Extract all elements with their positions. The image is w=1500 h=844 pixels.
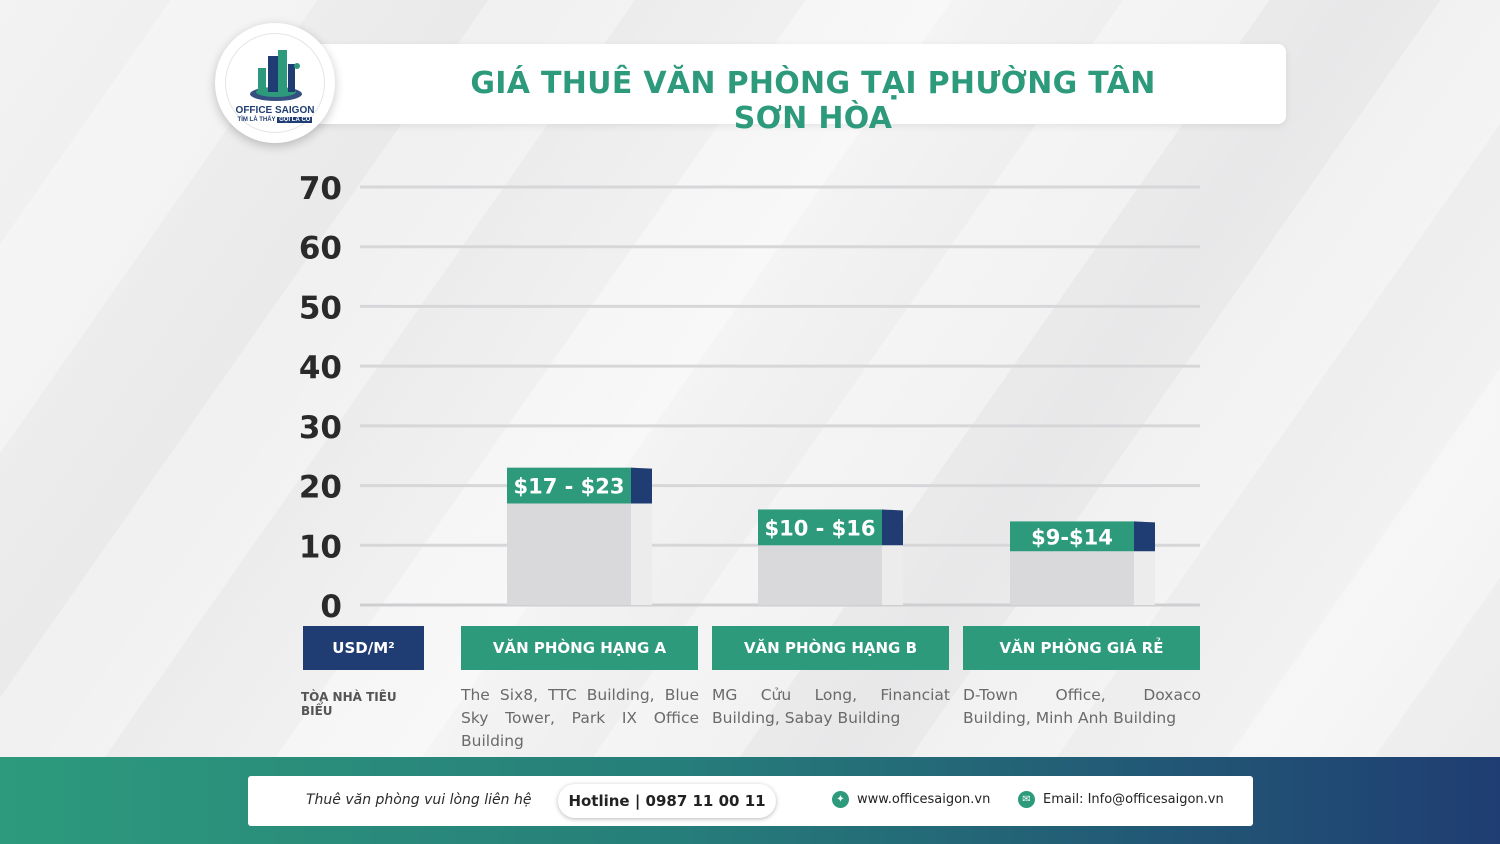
website-link[interactable]: ✦ www.officesaigon.vn (832, 791, 990, 808)
y-tick-label-40: 40 (299, 350, 342, 386)
buildings-cheap: D-Town Office, Doxaco Building, Minh Anh… (963, 686, 1201, 727)
category-label-cheap: VĂN PHÒNG GIÁ RẺ (963, 626, 1200, 670)
footer: Thuê văn phòng vui lòng liên hệ Hotline … (0, 757, 1500, 844)
email-text: Email: Info@officesaigon.vn (1043, 792, 1224, 807)
logo-slogan: TÌM LÀ THẤY GỌI LÀ CÓ (226, 117, 324, 123)
mail-icon: ✉ (1018, 791, 1035, 808)
y-tick-label-30: 30 (299, 410, 342, 446)
buildings-row-label: TÒA NHÀ TIÊU BIỂU (301, 690, 397, 718)
title-bar: GIÁ THUÊ VĂN PHÒNG TẠI PHƯỜNG TÂN SƠN HÒ… (290, 44, 1286, 136)
hotline-button[interactable]: Hotline | 0987 11 00 11 (558, 784, 776, 818)
website-text: www.officesaigon.vn (857, 792, 991, 807)
footer-card: Thuê văn phòng vui lòng liên hệ Hotline … (248, 776, 1253, 826)
category-label-a: VĂN PHÒNG HẠNG A (461, 626, 698, 670)
bar-range-0 (507, 467, 631, 504)
bar-range-2 (1010, 521, 1134, 552)
y-tick-label-50: 50 (299, 290, 342, 326)
y-tick-label-10: 10 (299, 529, 342, 565)
bar-base-2 (1010, 551, 1134, 605)
logo-name: OFFICE SAIGON (235, 105, 315, 116)
y-tick-label-60: 60 (299, 231, 342, 267)
y-tick-label-70: 70 (299, 171, 342, 207)
buildings-b: MG Cửu Long, Financiat Building, Sabay B… (712, 686, 950, 727)
bar-range-1 (758, 509, 882, 546)
buildings-a: The Six8, TTC Building, Blue Sky Tower, … (461, 686, 699, 750)
bar-base-1 (758, 545, 882, 605)
bar-base-side-2 (1134, 551, 1155, 605)
bar-base-0 (507, 503, 631, 605)
logo: OFFICE SAIGON TÌM LÀ THẤY GỌI LÀ CÓ (215, 23, 335, 143)
data-label-2: $9-$14 (1031, 525, 1113, 549)
bar-range-side-1 (882, 509, 903, 546)
bar-range-side-2 (1134, 521, 1155, 552)
globe-icon: ✦ (832, 791, 849, 808)
unit-label: USD/M² (303, 626, 424, 670)
logo-slogan-a: TÌM LÀ THẤY (237, 117, 276, 123)
y-tick-label-20: 20 (299, 470, 342, 506)
data-label-1: $10 - $16 (764, 516, 875, 540)
logo-inner: OFFICE SAIGON TÌM LÀ THẤY GỌI LÀ CÓ (225, 33, 325, 133)
bar-range-side-0 (631, 467, 652, 504)
y-tick-label-0: 0 (320, 589, 342, 625)
bar-chart: 0 10 20 30 40 50 60 70 $17 - $23 $10 - $16 $9-$14 (299, 171, 1200, 625)
data-label-0: $17 - $23 (513, 475, 624, 499)
email-link[interactable]: ✉ Email: Info@officesaigon.vn (1018, 791, 1224, 808)
building-logo-icon (250, 50, 302, 101)
logo-slogan-b: GỌI LÀ CÓ (277, 117, 313, 123)
page-title: GIÁ THUÊ VĂN PHÒNG TẠI PHƯỜNG TÂN SƠN HÒ… (470, 66, 1156, 136)
bar-base-side-0 (631, 503, 652, 605)
contact-text: Thuê văn phòng vui lòng liên hệ (306, 792, 532, 808)
category-label-b: VĂN PHÒNG HẠNG B (712, 626, 949, 670)
bar-base-side-1 (882, 545, 903, 605)
